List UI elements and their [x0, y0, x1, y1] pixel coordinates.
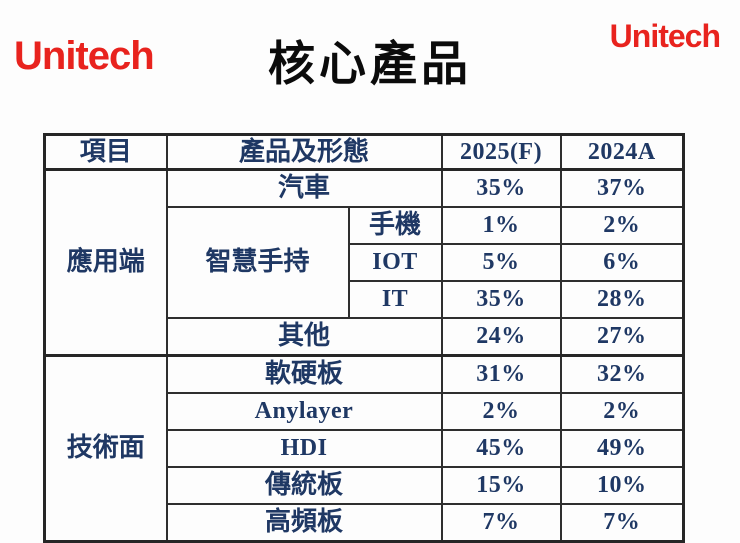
value-cell: 7%	[559, 503, 685, 543]
unitech-logo-left: Unitech	[14, 34, 155, 78]
row-label-iot: IOT	[347, 243, 443, 282]
unitech-logo-right: Unitech	[609, 18, 721, 54]
table-row: HDI 45% 49%	[45, 429, 685, 468]
value-cell: 32%	[559, 354, 685, 394]
value-cell: 35%	[440, 168, 562, 208]
row-label-high-frequency-board: 高頻板	[165, 503, 443, 543]
value-cell: 2%	[559, 392, 685, 431]
header-cell-product: 產品及形態	[165, 133, 443, 171]
core-products-table: 項目 產品及形態 2025(F) 2024A 應用端 汽車 35% 37% 智慧…	[43, 133, 686, 543]
value-cell: 2%	[559, 206, 685, 245]
table-row: 技術面 軟硬板 31% 32%	[43, 354, 685, 543]
table-header-row: 項目 產品及形態 2025(F) 2024A	[43, 133, 685, 171]
value-cell: 37%	[559, 168, 685, 208]
table-row: 傳統板 15% 10%	[45, 466, 685, 505]
header-cell-2025f: 2025(F)	[440, 133, 562, 171]
header-cell-2024a: 2024A	[559, 133, 685, 171]
row-label-others: 其他	[165, 317, 443, 357]
value-cell: 24%	[440, 317, 562, 357]
table-row: 智慧手持 手機 1% 2%	[45, 206, 685, 319]
value-cell: 15%	[440, 466, 562, 505]
group-cell-technology: 技術面	[43, 354, 168, 543]
page-title: 核心產品	[268, 39, 472, 91]
value-cell: 28%	[559, 280, 685, 319]
value-cell: 5%	[440, 243, 562, 282]
group-cell-application: 應用端	[43, 168, 168, 357]
row-label-rigid-flex: 軟硬板	[165, 354, 443, 394]
table-row: IOT 5% 6%	[45, 243, 685, 282]
value-cell: 6%	[559, 243, 685, 282]
value-cell: 10%	[559, 466, 685, 505]
row-label-hdi: HDI	[165, 429, 443, 468]
value-cell: 7%	[440, 503, 562, 543]
table-row: 其他 24% 27%	[45, 317, 685, 357]
value-cell: 49%	[559, 429, 685, 468]
value-cell: 1%	[440, 206, 562, 245]
value-cell: 45%	[440, 429, 562, 468]
row-label-it: IT	[347, 280, 443, 319]
row-label-automotive: 汽車	[165, 168, 443, 208]
value-cell: 27%	[559, 317, 685, 357]
group-cell-smart-handheld: 智慧手持	[165, 206, 350, 319]
table-row: 應用端 汽車 35% 37%	[43, 168, 685, 357]
table-row: IT 35% 28%	[45, 280, 685, 319]
row-label-mobile: 手機	[347, 206, 443, 245]
table-row: Anylayer 2% 2%	[45, 392, 685, 431]
value-cell: 35%	[440, 280, 562, 319]
value-cell: 31%	[440, 354, 562, 394]
value-cell: 2%	[440, 392, 562, 431]
row-label-traditional-board: 傳統板	[165, 466, 443, 505]
row-label-anylayer: Anylayer	[165, 392, 443, 431]
header-cell-item: 項目	[43, 133, 168, 171]
